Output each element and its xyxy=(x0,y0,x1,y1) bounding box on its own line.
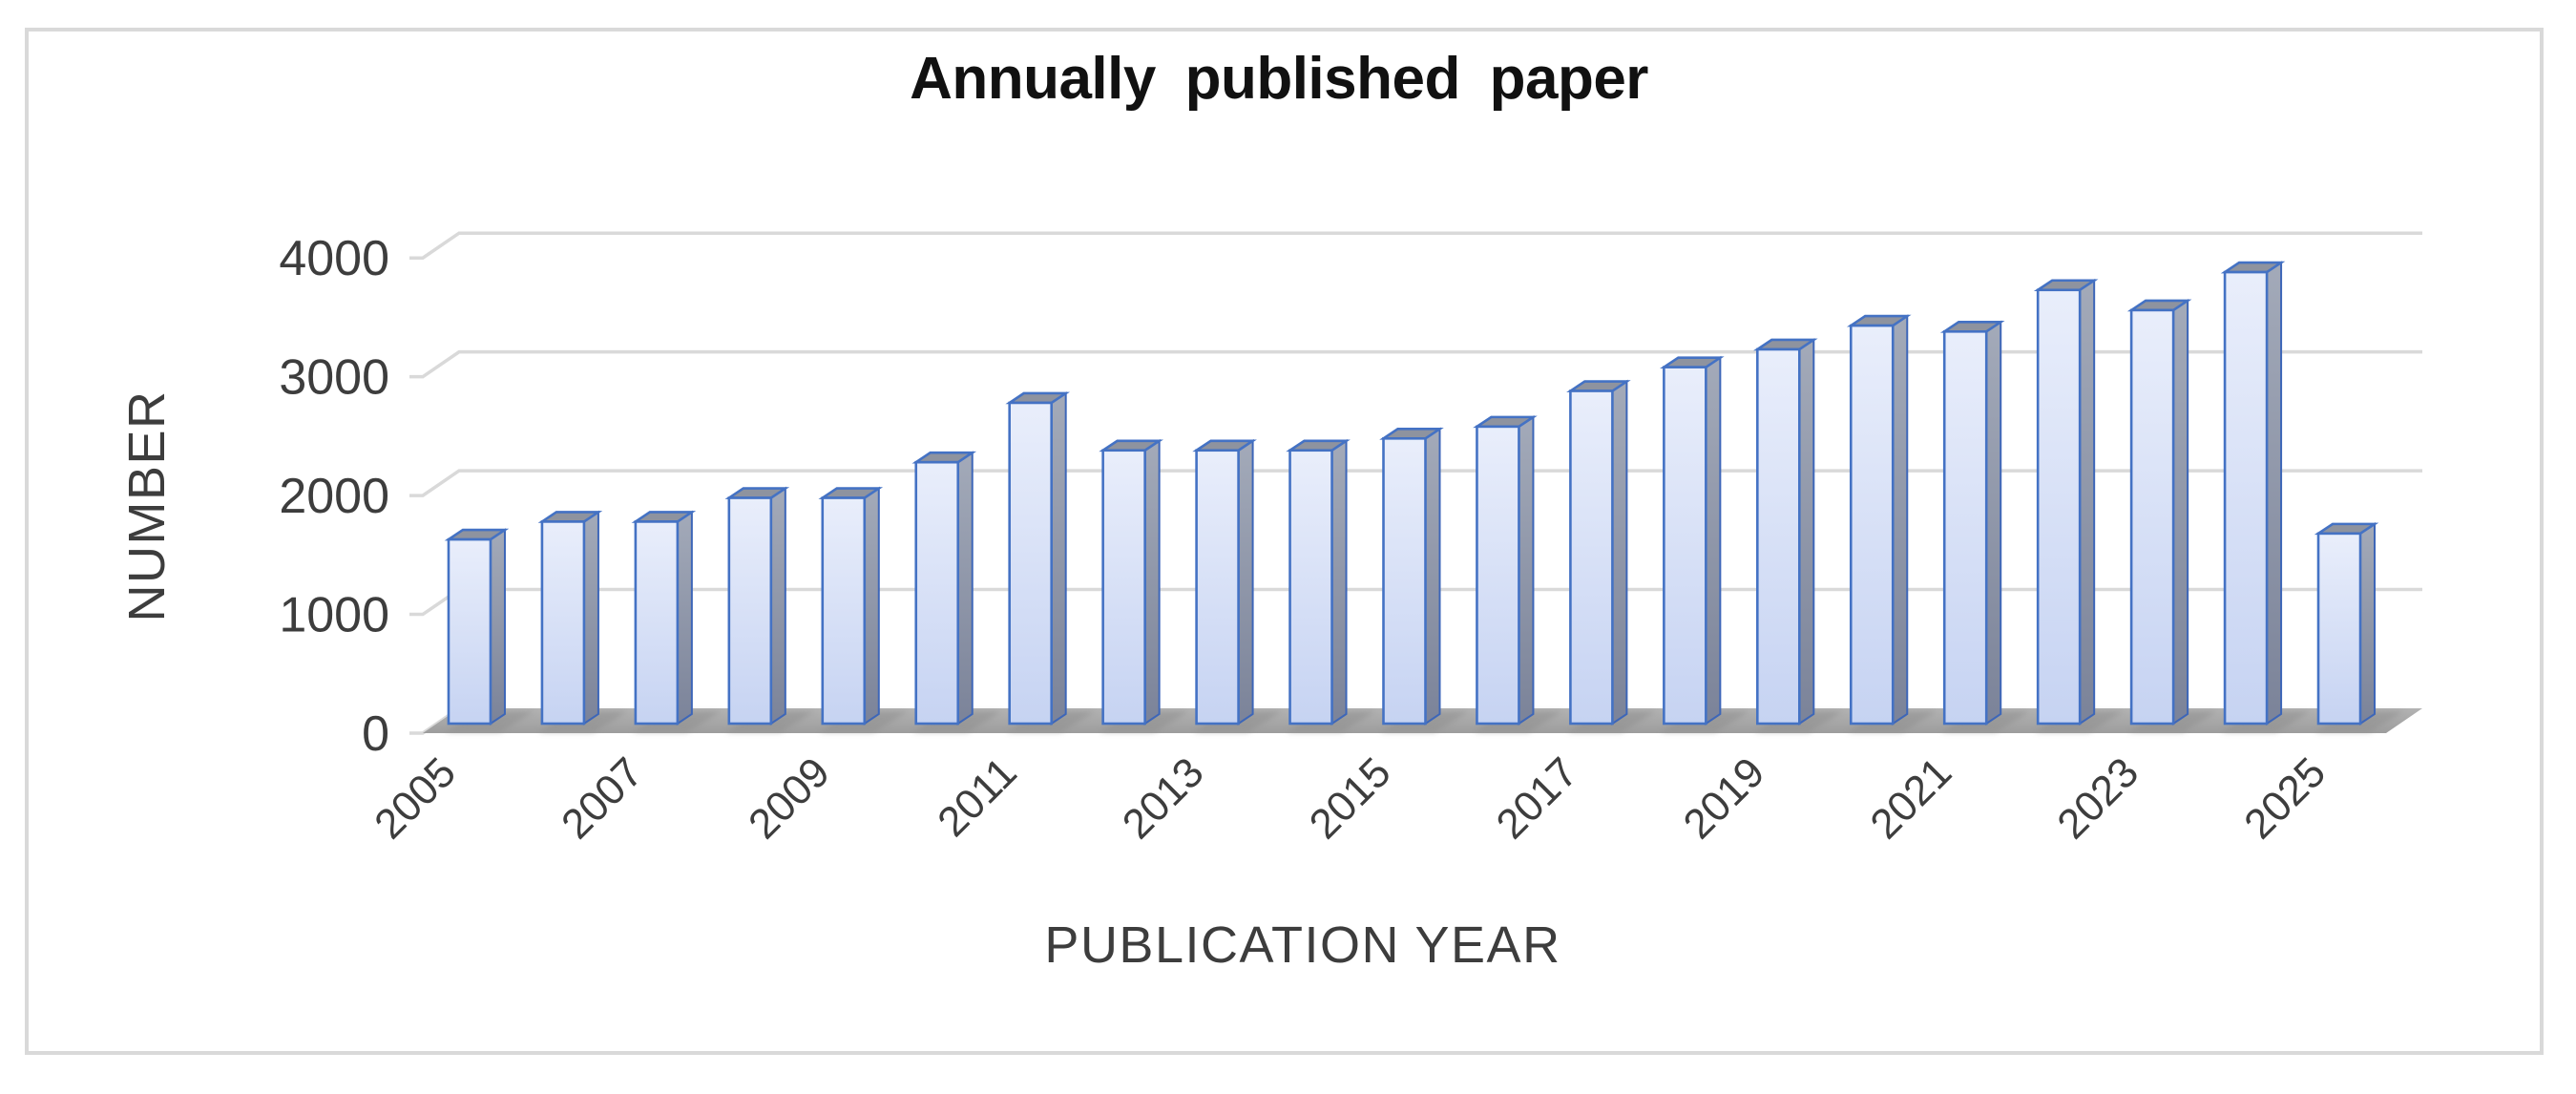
bar-front-face xyxy=(1569,389,1614,726)
bar-2008 xyxy=(724,486,790,726)
bar-2016 xyxy=(1473,415,1538,726)
bar-2006 xyxy=(537,510,603,726)
bar-front-face xyxy=(727,496,773,726)
bar-2018 xyxy=(1660,355,1725,726)
bar-side-face xyxy=(1518,415,1535,726)
bar-front-face xyxy=(1476,425,1520,726)
y-axis-title: NUMBER xyxy=(118,389,176,621)
bar-front-face xyxy=(821,496,867,726)
bar-front-face xyxy=(2036,288,2082,726)
chart-title: Annually published paper xyxy=(910,46,1648,112)
bar-side-face xyxy=(863,486,880,726)
bar-front-face xyxy=(2223,270,2269,726)
y-tick-4000: 4000 xyxy=(279,231,389,286)
bar-side-face xyxy=(2359,522,2377,726)
bar-side-face xyxy=(1798,338,1815,726)
bar-front-face xyxy=(1756,347,1801,726)
y-tick-1000: 1000 xyxy=(279,588,389,643)
bar-front-face xyxy=(447,537,492,726)
bar-2011 xyxy=(1005,391,1070,726)
bar-2023 xyxy=(2126,299,2192,726)
y-tick-labels: 0 1000 2000 3000 4000 xyxy=(279,231,389,762)
bar-side-face xyxy=(489,528,506,726)
bar-2014 xyxy=(1286,438,1351,726)
bar-side-face xyxy=(2079,278,2096,726)
bar-front-face xyxy=(540,520,586,726)
y-tick-3000: 3000 xyxy=(279,350,389,406)
bar-side-face xyxy=(1892,314,1909,726)
bar-2007 xyxy=(631,510,697,726)
bar-side-face xyxy=(582,510,599,726)
bar-side-face xyxy=(2266,261,2283,726)
bar-front-face xyxy=(1663,366,1707,726)
bar-side-face xyxy=(1237,438,1254,726)
bar-side-face xyxy=(769,486,786,726)
bar-side-face xyxy=(1143,438,1161,726)
bar-side-face xyxy=(1611,379,1628,726)
bar-front-face xyxy=(2316,532,2362,726)
bar-side-face xyxy=(1330,438,1348,726)
bar-2009 xyxy=(818,486,884,726)
gridline-4000 xyxy=(409,231,2422,260)
bar-2024 xyxy=(2220,261,2286,726)
bar-2013 xyxy=(1192,438,1257,726)
bars xyxy=(444,261,2379,726)
bar-2017 xyxy=(1566,379,1631,726)
bar-2019 xyxy=(1753,338,1818,726)
bar-2022 xyxy=(2033,278,2099,726)
bar-front-face xyxy=(1849,324,1895,726)
bar-2021 xyxy=(1939,320,2005,726)
bar-front-face xyxy=(1195,449,1240,726)
gridline-3000 xyxy=(409,349,2422,379)
y-tick-2000: 2000 xyxy=(279,469,389,524)
bar-side-face xyxy=(1705,355,1722,726)
y-tick-0: 0 xyxy=(362,706,389,762)
bar-front-face xyxy=(1382,437,1427,726)
bar-side-face xyxy=(1985,320,2002,726)
bar-front-face xyxy=(1288,449,1333,726)
bar-front-face xyxy=(914,460,960,726)
bar-side-face xyxy=(2172,299,2189,726)
bar-side-face xyxy=(1050,391,1067,726)
bar-side-face xyxy=(676,510,693,726)
bar-2025 xyxy=(2314,522,2379,726)
bar-front-face xyxy=(2129,308,2175,726)
bar-2015 xyxy=(1379,427,1444,726)
bar-front-face xyxy=(1008,401,1053,726)
bar-front-face xyxy=(1101,449,1146,726)
bar-front-face xyxy=(634,520,680,726)
bar-side-face xyxy=(956,451,974,726)
bar-2010 xyxy=(911,451,977,726)
bar-2020 xyxy=(1846,314,1912,726)
x-axis-title: PUBLICATION YEAR xyxy=(1044,916,1560,974)
bar-front-face xyxy=(1942,330,1988,726)
bar-2012 xyxy=(1099,438,1163,726)
bar-2005 xyxy=(444,528,510,726)
chart-frame-border xyxy=(25,28,2544,1055)
bar-side-face xyxy=(1424,427,1441,726)
